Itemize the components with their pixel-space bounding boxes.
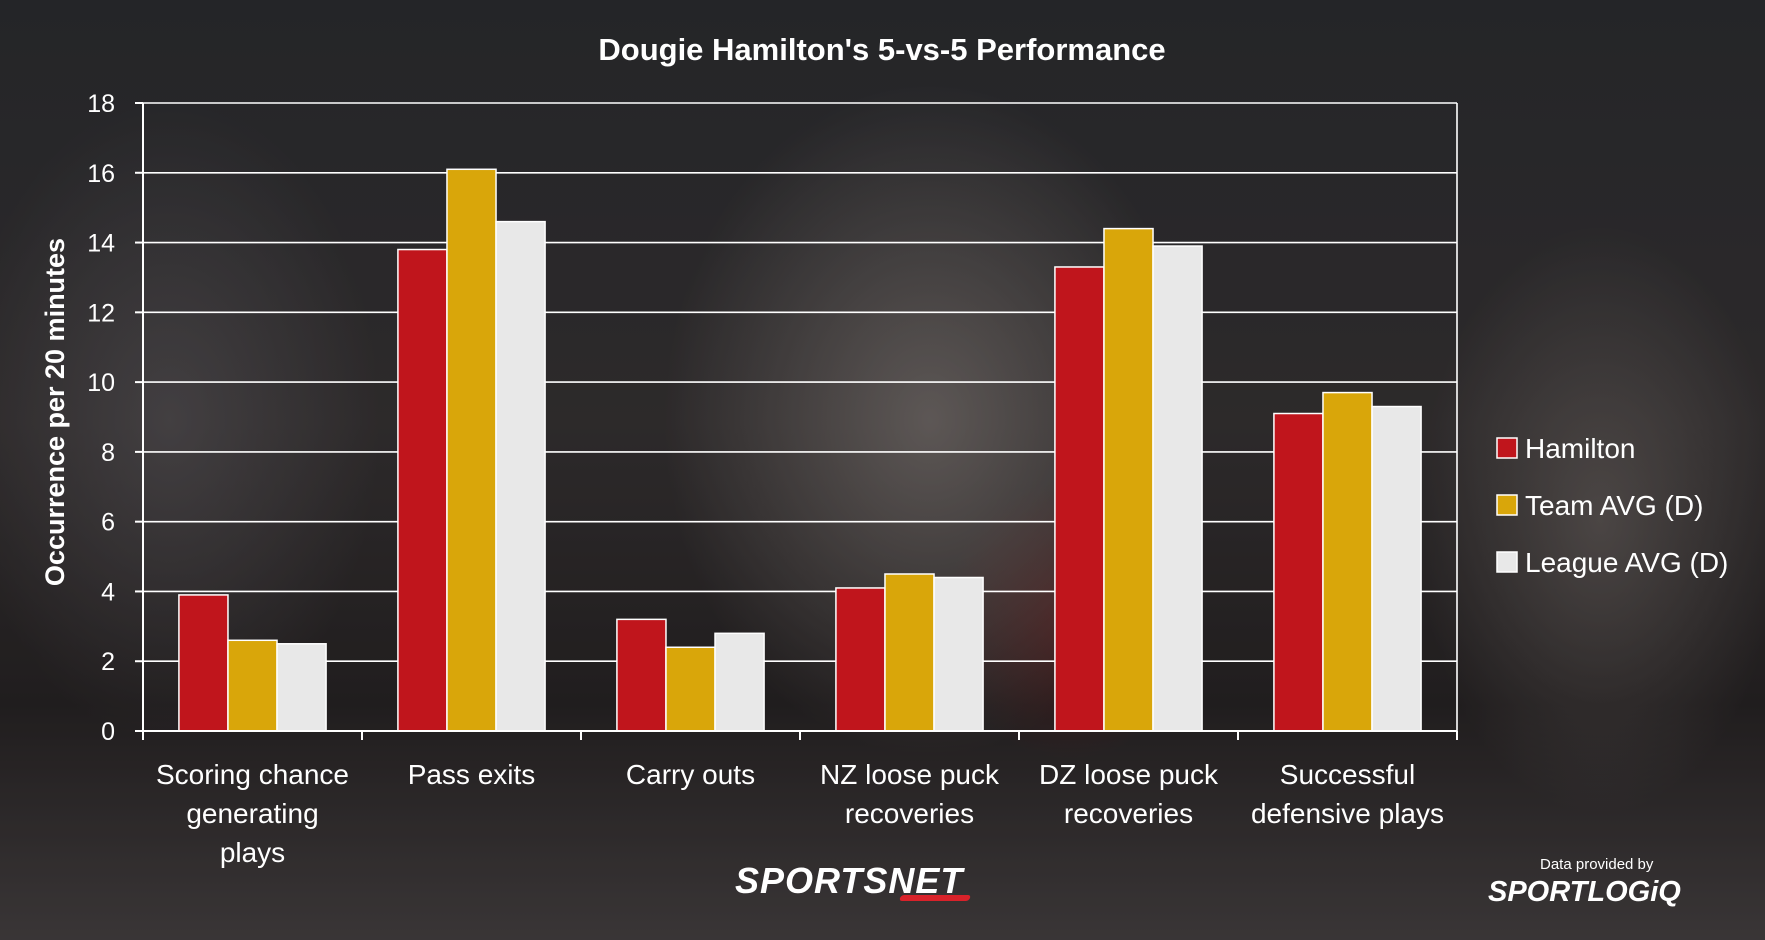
tick-labels: 0 2 4 6 8 10 12 14 16 18 Scoring chance generating p… <box>87 90 1444 868</box>
legend-label: Team AVG (D) <box>1525 490 1703 521</box>
bar-hamilton-6 <box>1273 412 1324 732</box>
legend-label: League AVG (D) <box>1525 547 1728 578</box>
y-tick-label: 14 <box>87 230 115 258</box>
bar-hamilton-5 <box>1054 266 1105 732</box>
x-category-label: NZ loose puck recoveries <box>820 759 1000 829</box>
y-tick-label: 16 <box>87 160 115 188</box>
bar-team-avg-d-6 <box>1322 391 1373 732</box>
legend-swatch <box>1496 551 1518 573</box>
x-category-label-line: Successful <box>1280 759 1415 790</box>
bar-team-avg-d-1 <box>227 639 278 732</box>
bar-league-avg-d-2 <box>495 220 546 732</box>
bars <box>178 168 1422 732</box>
bar-league-avg-d-6 <box>1371 405 1422 732</box>
y-tick-label: 4 <box>101 578 115 606</box>
y-tick-label: 18 <box>87 90 115 118</box>
x-category-label-line: Carry outs <box>626 759 755 790</box>
legend-swatch <box>1496 494 1518 516</box>
bar-hamilton-2 <box>397 248 448 732</box>
x-category-label: DZ loose puck recoveries <box>1039 759 1219 829</box>
y-tick-label: 10 <box>87 369 115 397</box>
bar-league-avg-d-4 <box>933 576 984 732</box>
x-category-label-line: generating <box>186 798 318 829</box>
bar-team-avg-d-2 <box>446 168 497 732</box>
legend-swatch <box>1496 437 1518 459</box>
bar-league-avg-d-1 <box>276 643 327 732</box>
bar-hamilton-1 <box>178 594 229 732</box>
chart-title: Dougie Hamilton's 5-vs-5 Performance <box>598 32 1165 67</box>
legend: Hamilton Team AVG (D) League AVG (D) <box>1496 433 1728 578</box>
x-category-label-line: Scoring chance <box>156 759 349 790</box>
y-tick-label: 0 <box>101 718 115 746</box>
gridlines <box>143 102 1458 731</box>
x-category-label: Pass exits <box>408 759 536 790</box>
y-tick-label: 12 <box>87 299 115 327</box>
x-category-label: Scoring chance generating plays <box>156 759 349 868</box>
sportlogiq-logo: SPORTLOGiQ <box>1488 876 1681 908</box>
y-tick-label: 8 <box>101 439 115 467</box>
bar-hamilton-4 <box>835 587 886 732</box>
bar-league-avg-d-3 <box>714 632 765 732</box>
x-category-label-line: recoveries <box>1064 798 1193 829</box>
y-tick-label: 2 <box>101 648 115 676</box>
y-axis-label: Occurrence per 20 minutes <box>40 238 70 586</box>
legend-label: Hamilton <box>1525 433 1635 464</box>
data-provided-by-text: Data provided by <box>1540 856 1654 873</box>
axes <box>135 102 1458 740</box>
bar-team-avg-d-4 <box>884 573 935 732</box>
bar-team-avg-d-3 <box>665 646 716 732</box>
y-tick-label: 6 <box>101 509 115 537</box>
x-category-label-line: DZ loose puck <box>1039 759 1219 790</box>
sportsnet-logo: SPORTSNET <box>735 860 964 901</box>
bar-team-avg-d-5 <box>1103 227 1154 732</box>
sportsnet-swoosh-icon <box>898 895 972 901</box>
x-category-label-line: Pass exits <box>408 759 536 790</box>
x-category-label-line: plays <box>220 837 285 868</box>
x-category-label-line: defensive plays <box>1251 798 1444 829</box>
x-category-label-line: NZ loose puck <box>820 759 1000 790</box>
bar-hamilton-3 <box>616 618 667 732</box>
x-category-label-line: recoveries <box>845 798 974 829</box>
x-category-label: Successful defensive plays <box>1251 759 1444 829</box>
x-category-label: Carry outs <box>626 759 755 790</box>
bar-league-avg-d-5 <box>1152 245 1203 732</box>
